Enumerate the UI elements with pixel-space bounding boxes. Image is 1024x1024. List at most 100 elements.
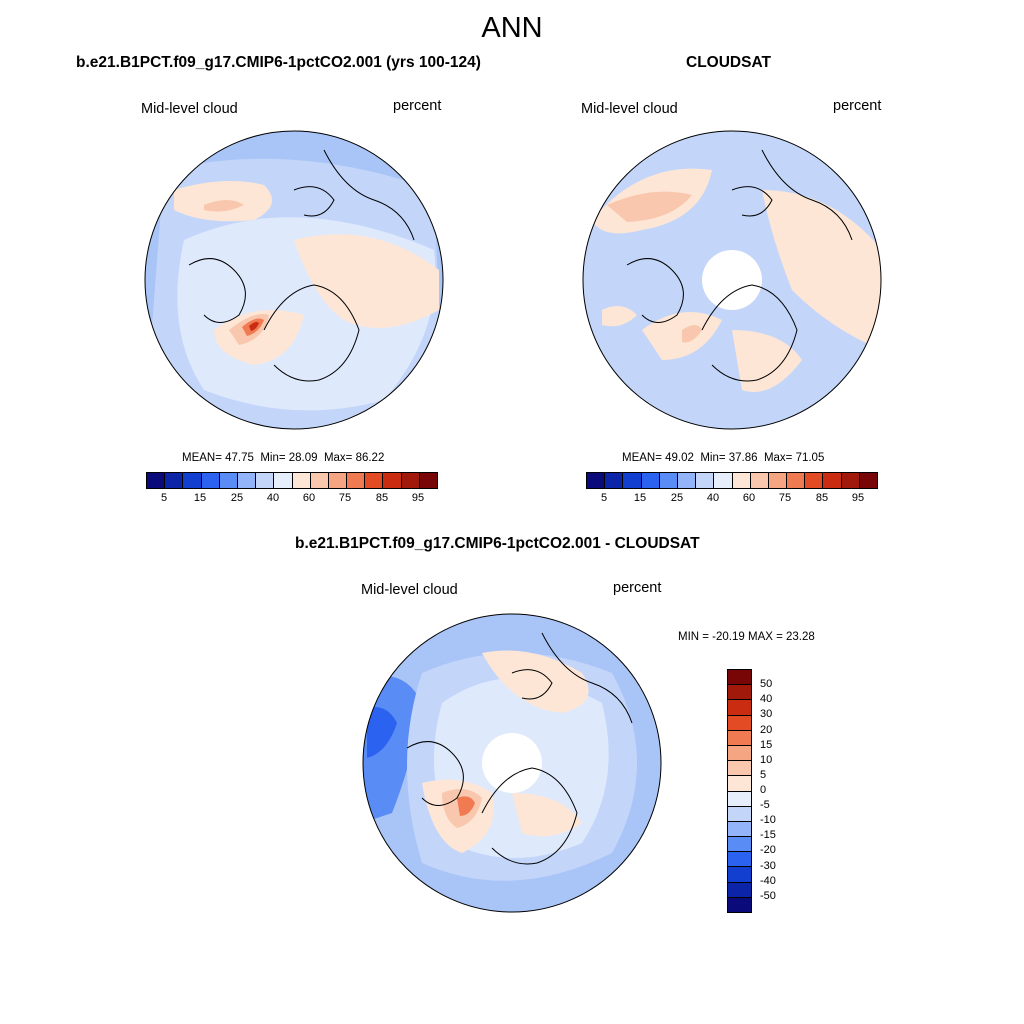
tick-label: 75 <box>338 492 352 504</box>
colorbar-swatch <box>677 473 697 488</box>
colorbar-swatch <box>347 473 366 488</box>
colorbar-swatch <box>292 473 311 488</box>
colorbar-swatch <box>750 473 769 488</box>
colorbar-swatch <box>365 473 384 488</box>
tick-label: 15 <box>193 492 207 504</box>
colorbar-swatch <box>728 730 751 746</box>
tick-label: 25 <box>230 492 244 504</box>
colorbar-swatch <box>587 473 606 488</box>
panel1-polar-map <box>144 130 444 430</box>
colorbar-swatch <box>728 700 751 716</box>
colorbar-swatch <box>728 685 751 701</box>
colorbar-swatch <box>328 473 348 488</box>
panel1-max: Max= 86.22 <box>323 452 385 464</box>
colorbar-swatch <box>728 806 751 822</box>
panel2-min: Min= 37.86 <box>700 452 758 464</box>
panel1-units-label: percent <box>393 98 442 114</box>
diff-panel-title: b.e21.B1PCT.f09_g17.CMIP6-1pctCO2.001 - … <box>295 535 700 552</box>
diff-polar-map <box>362 613 662 913</box>
colorbar-swatch <box>859 473 877 488</box>
tick-label: 50 <box>760 678 773 690</box>
tick-label: 40 <box>706 492 720 504</box>
panel2-mean: MEAN= 49.02 <box>622 452 694 464</box>
panel2-colorbar <box>586 472 878 489</box>
tick-label: 60 <box>302 492 316 504</box>
panel2-max: Max= 71.05 <box>763 452 825 464</box>
panel1-colorbar <box>146 472 438 489</box>
colorbar-swatch <box>219 473 238 488</box>
diff-minmax: MIN = -20.19 MAX = 23.28 <box>678 631 815 643</box>
tick-label: 95 <box>411 492 425 504</box>
panel2-polar-map <box>582 130 882 430</box>
colorbar-swatch <box>728 821 751 838</box>
diff-colorbar <box>727 669 752 913</box>
panel2-units-label: percent <box>833 98 882 114</box>
tick-label: 15 <box>633 492 647 504</box>
colorbar-swatch <box>787 473 806 488</box>
colorbar-swatch <box>728 791 751 807</box>
panel1-mean: MEAN= 47.75 <box>182 452 254 464</box>
panel1-variable-label: Mid-level cloud <box>141 101 238 117</box>
colorbar-swatch <box>728 897 751 912</box>
tick-label: 5 <box>160 492 168 504</box>
colorbar-swatch <box>310 473 329 488</box>
colorbar-swatch <box>274 473 293 488</box>
diff-units-label: percent <box>613 580 662 596</box>
colorbar-swatch <box>728 745 751 762</box>
tick-label: 25 <box>670 492 684 504</box>
panel1-colorbar-ticks: 5 15 25 40 60 75 85 95 <box>146 492 436 506</box>
colorbar-swatch <box>623 473 642 488</box>
tick-label: -10 <box>760 814 776 826</box>
colorbar-swatch <box>419 473 437 488</box>
colorbar-swatch <box>823 473 842 488</box>
colorbar-swatch <box>728 852 751 868</box>
tick-label: -40 <box>760 875 776 887</box>
colorbar-swatch <box>696 473 715 488</box>
colorbar-swatch <box>728 715 751 731</box>
panel2-colorbar-ticks: 5 15 25 40 60 75 85 95 <box>586 492 876 506</box>
diff-variable-label: Mid-level cloud <box>361 582 458 598</box>
tick-label: 75 <box>778 492 792 504</box>
colorbar-swatch <box>165 473 184 488</box>
tick-label: -15 <box>760 829 776 841</box>
diff-colorbar-ticks: 50 40 30 20 15 10 5 0 -5 -10 -15 -20 -30… <box>760 669 800 911</box>
tick-label: 85 <box>375 492 389 504</box>
colorbar-swatch <box>728 867 751 883</box>
colorbar-swatch <box>183 473 202 488</box>
colorbar-swatch <box>659 473 678 488</box>
colorbar-swatch <box>714 473 733 488</box>
colorbar-swatch <box>256 473 275 488</box>
colorbar-swatch <box>401 473 420 488</box>
colorbar-swatch <box>383 473 402 488</box>
tick-label: 5 <box>600 492 608 504</box>
tick-label: -50 <box>760 890 776 902</box>
colorbar-swatch <box>237 473 257 488</box>
tick-label: -5 <box>760 799 770 811</box>
figure-title: ANN <box>481 12 543 44</box>
tick-label: 40 <box>266 492 280 504</box>
tick-label: 85 <box>815 492 829 504</box>
tick-label: 10 <box>760 754 773 766</box>
colorbar-swatch <box>605 473 624 488</box>
panel1-stats: MEAN= 47.75 Min= 28.09 Max= 86.22 <box>182 452 384 464</box>
tick-label: 60 <box>742 492 756 504</box>
panel2-variable-label: Mid-level cloud <box>581 101 678 117</box>
tick-label: 15 <box>760 739 773 751</box>
tick-label: 5 <box>760 769 767 781</box>
tick-label: -20 <box>760 844 776 856</box>
tick-label: 30 <box>760 708 773 720</box>
tick-label: 40 <box>760 693 773 705</box>
colorbar-swatch <box>728 761 751 777</box>
colorbar-swatch <box>728 670 751 686</box>
tick-label: 95 <box>851 492 865 504</box>
tick-label: 20 <box>760 724 773 736</box>
panel1-title: b.e21.B1PCT.f09_g17.CMIP6-1pctCO2.001 (y… <box>76 54 481 71</box>
colorbar-swatch <box>728 882 751 898</box>
colorbar-swatch <box>732 473 751 488</box>
panel2-stats: MEAN= 49.02 Min= 37.86 Max= 71.05 <box>622 452 824 464</box>
colorbar-swatch <box>728 776 751 792</box>
colorbar-swatch <box>841 473 860 488</box>
tick-label: -30 <box>760 860 776 872</box>
panel2-title: CLOUDSAT <box>686 54 771 71</box>
colorbar-swatch <box>768 473 788 488</box>
